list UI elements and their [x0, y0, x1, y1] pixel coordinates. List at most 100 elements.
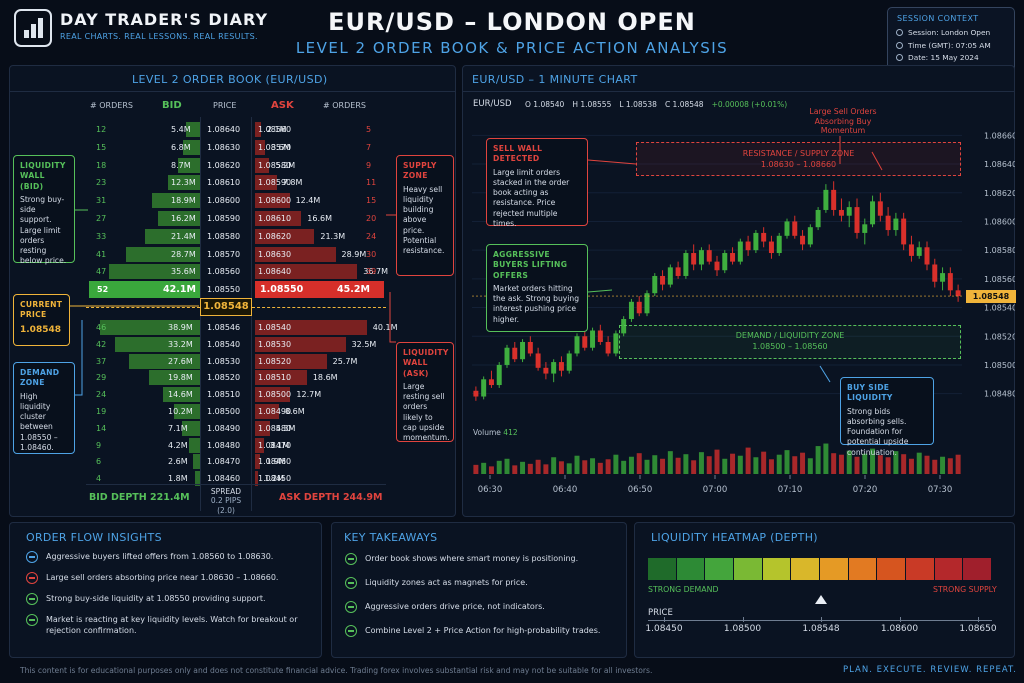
candle-body — [893, 218, 899, 231]
candlestick-chart[interactable]: 1.08660 1.08640 1.08620 1.08600 1.08580 1.085… — [462, 92, 1015, 512]
heatmap-left-label: STRONG DEMAND — [648, 585, 719, 594]
candle-body — [854, 207, 860, 233]
ask-depth-bar — [255, 175, 277, 191]
supply-zone-note: SUPPLY ZONE Heavy sell liquidity buildin… — [396, 155, 454, 276]
order-book-row: 15 6.8M 1.08630 1.08570 3.6M 7 — [86, 139, 386, 156]
candle-body — [698, 250, 704, 265]
y-tick-label: 1.08660 — [984, 131, 1015, 140]
ask-price: 1.08520 — [258, 356, 292, 366]
volume-bar — [722, 458, 728, 474]
candle-body — [947, 273, 953, 291]
bid-orders-header: # ORDERS — [90, 101, 133, 110]
candle-body — [488, 379, 494, 386]
wall-price-bid: 1.08550 — [207, 285, 241, 294]
candle-body — [551, 362, 557, 374]
volume-bar — [831, 453, 837, 474]
candle-body — [512, 347, 518, 360]
volume-bar — [652, 455, 658, 474]
ask-depth-bar — [255, 211, 302, 226]
bid-depth-bar — [189, 437, 200, 453]
heatmap-tick — [742, 617, 744, 622]
heatmap-bar — [648, 558, 993, 580]
ask-depth-bar — [255, 228, 315, 244]
heatmap-cell — [705, 558, 735, 580]
ask-price: 1.08490 — [258, 407, 292, 416]
volume-bar — [613, 454, 619, 474]
volume-bar — [800, 452, 806, 474]
volume-bar — [947, 458, 953, 474]
bid-depth-bar — [195, 471, 200, 487]
candle-body — [535, 353, 541, 368]
order-book-row: 24 14.6M 1.08510 1.08500 12.7M — [86, 386, 386, 403]
bid-depth-bar — [100, 320, 200, 335]
session-item-text: Session: London Open — [908, 28, 991, 37]
insight-text: Large sell orders absorbing price near 1… — [46, 573, 279, 582]
volume-bar — [621, 460, 627, 474]
bid-size: 18.9M — [171, 196, 196, 206]
current-price-note: CURRENT PRICE 1.08548 — [13, 294, 70, 346]
insight-item: Market is reacting at key liquidity leve… — [26, 614, 311, 636]
insight-item: Large sell orders absorbing price near 1… — [26, 572, 311, 584]
bid-depth-bar — [158, 211, 200, 226]
ask-size: 8.6M — [284, 407, 305, 416]
takeaway-text: Order book shows where smart money is po… — [365, 554, 579, 563]
order-book-title: LEVEL 2 ORDER BOOK (EUR/USD) — [132, 73, 328, 86]
heatmap-cell — [906, 558, 935, 580]
session-item: Time (GMT): 07:05 AM — [896, 41, 991, 50]
insight-text: Market is reacting at key liquidity leve… — [46, 615, 298, 636]
demand-zone-text: High liquidity cluster between 1.08550 –… — [20, 391, 58, 452]
volume-bar — [784, 450, 790, 474]
cross-arrows-icon — [26, 551, 38, 563]
large-sell-note: Large Sell Orders Absorbing Buy Momentum — [809, 107, 877, 136]
volume-bar — [605, 459, 611, 474]
ask-size: 3.1M — [269, 440, 290, 450]
insights-title: ORDER FLOW INSIGHTS — [26, 531, 162, 544]
takeaway-item: Order book shows where smart money is po… — [345, 553, 623, 565]
ask-header: ASK — [271, 100, 294, 111]
candle-body — [675, 267, 681, 276]
ask-price: 1.08590 — [258, 178, 292, 188]
buy-side-liquidity-note: BUY SIDE LIQUIDITY Strong bids absorbing… — [840, 377, 934, 457]
order-book-row: 9 4.2M 1.08480 1.08470 3.1M — [86, 437, 386, 454]
time-icon — [896, 41, 903, 49]
clock-icon — [896, 29, 903, 36]
volume-bar — [527, 463, 533, 474]
ask-price: 1.08510 — [258, 373, 292, 383]
volume-bar — [714, 449, 720, 474]
insight-item: Aggressive buyers lifted offers from 1.0… — [26, 551, 311, 563]
heatmap-axis: 1.08450 1.08500 1.08548 1.08600 1.08650 — [645, 617, 997, 640]
liquidity-wall-bid-text: Strong buy-side support. Large limit ord… — [20, 194, 67, 266]
disclaimer: This content is for educational purposes… — [20, 666, 653, 675]
x-tick-label: 07:20 — [853, 485, 878, 495]
heatmap-cell — [934, 558, 964, 580]
order-book-row: 6 2.6M 1.08470 1.08460 1.9M — [86, 453, 386, 470]
y-tick-label: 1.08620 — [984, 189, 1015, 198]
resistance-zone-title: RESISTANCE / SUPPLY ZONE — [742, 149, 855, 158]
bid-size: 10.2M — [168, 407, 193, 416]
x-tick-label: 06:40 — [553, 485, 578, 495]
bid-order-count: 24 — [96, 390, 107, 400]
volume-bar — [698, 452, 704, 474]
candle-body — [527, 341, 533, 354]
key-takeaways-panel — [331, 522, 627, 658]
candle-body — [496, 364, 502, 386]
takeaway-item: Aggressive orders drive price, not indic… — [345, 601, 623, 613]
demand-zone-note: DEMAND ZONE High liquidity cluster betwe… — [13, 362, 75, 454]
volume-bar — [473, 464, 479, 474]
ask-wall-size: 45.2M — [337, 284, 370, 295]
bid-order-count: 33 — [96, 231, 107, 241]
ask-depth: ASK DEPTH 244.9M — [279, 492, 383, 503]
volume-bar — [628, 456, 634, 474]
takeaway-item: Combine Level 2 + Price Action for high-… — [345, 625, 623, 637]
candle-body — [722, 253, 728, 271]
volume-bar — [846, 450, 852, 474]
order-book-row: 41 28.7M 1.08570 1.08630 28.9M 30 — [86, 246, 386, 263]
annotation-arrow — [819, 365, 831, 383]
brand-name: DAY TRADER'S DIARY — [60, 10, 269, 29]
heatmap-cell — [820, 558, 849, 580]
ask-depth-bar — [255, 404, 279, 419]
bid-size: 16.2M — [171, 214, 196, 223]
bid-price: 1.08560 — [207, 267, 241, 277]
volume-bar — [730, 453, 736, 474]
volume-bar — [691, 460, 697, 474]
